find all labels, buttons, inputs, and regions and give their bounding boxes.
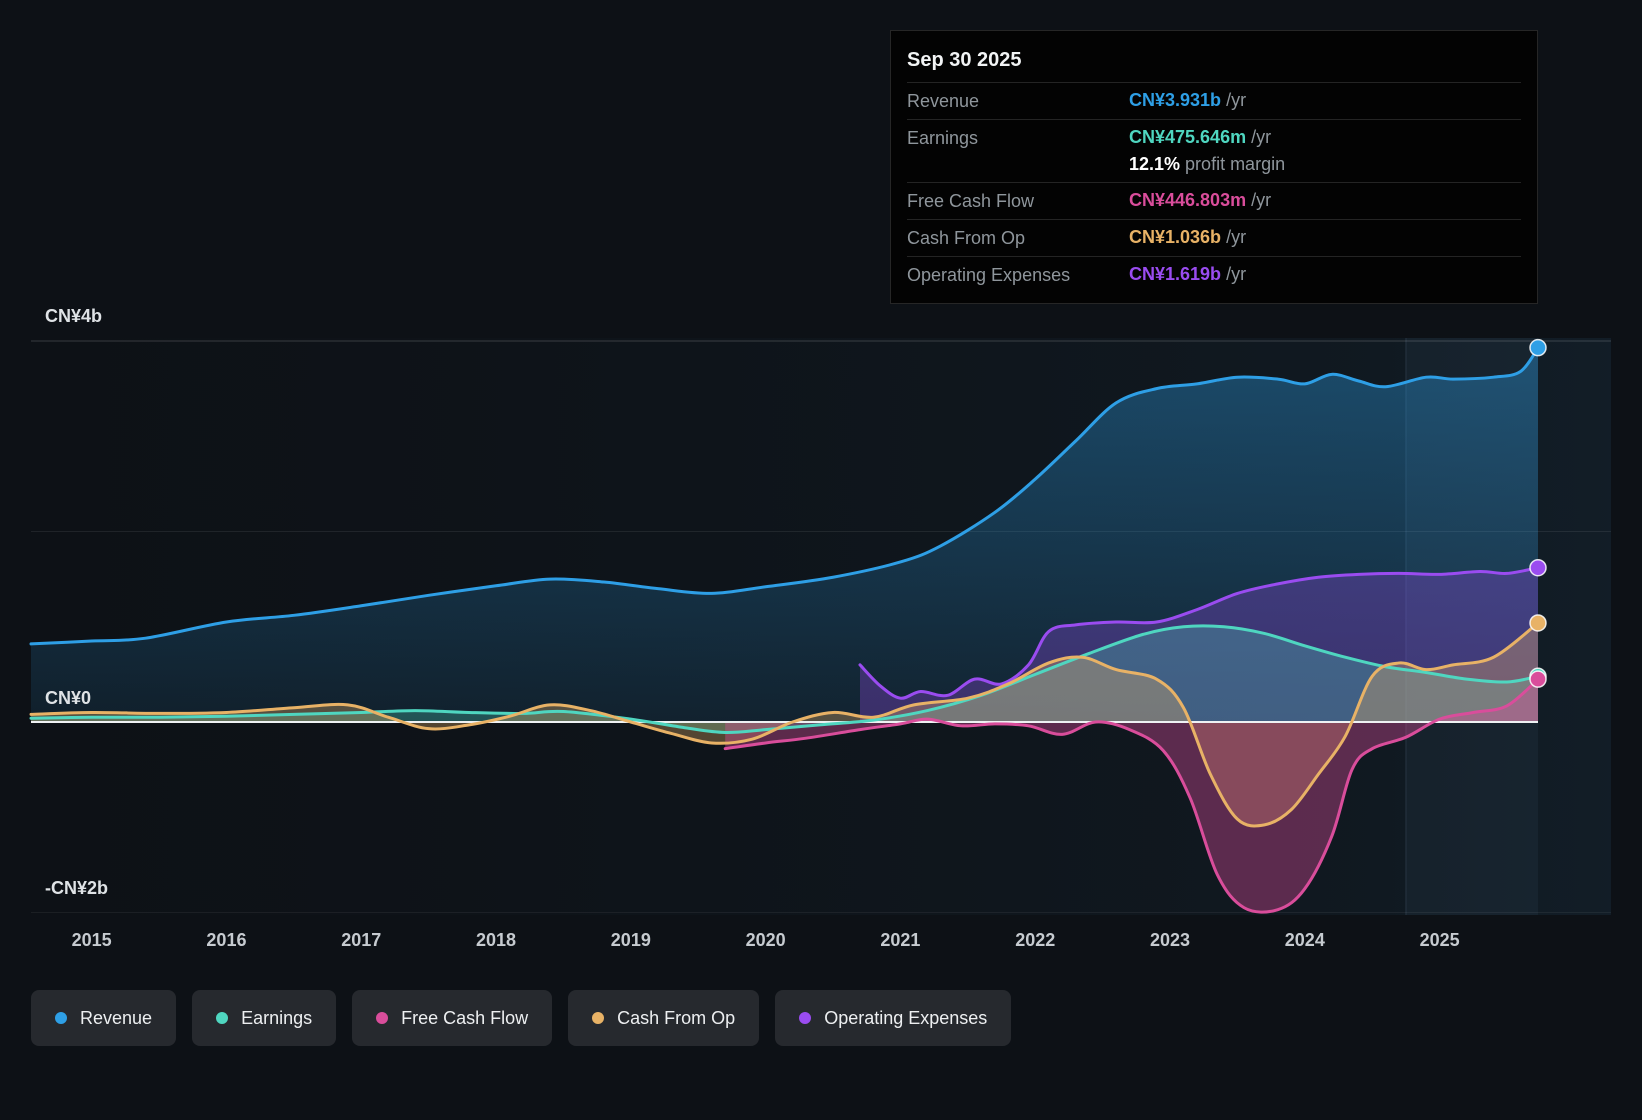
legend-label-free-cash-flow: Free Cash Flow	[401, 1007, 529, 1028]
chart-legend: Revenue Earnings Free Cash Flow Cash Fro…	[31, 990, 1012, 1046]
y-axis-label-4b: CN¥4b	[45, 306, 103, 326]
legend-item-free-cash-flow[interactable]: Free Cash Flow	[352, 990, 553, 1046]
svg-text:2017: 2017	[341, 930, 381, 950]
tooltip-profit-margin: 12.1% profit margin	[1129, 154, 1286, 174]
legend-item-earnings[interactable]: Earnings	[192, 990, 337, 1046]
legend-item-cash-from-op[interactable]: Cash From Op	[568, 990, 760, 1046]
tooltip-row-cash-from-op: Cash From Op CN¥1.036b/yr	[907, 219, 1521, 256]
cash-from-op-dot-icon	[592, 1012, 605, 1024]
legend-label-revenue: Revenue	[80, 1007, 153, 1028]
y-axis-label-neg2b: -CN¥2b	[45, 878, 109, 898]
tooltip-date: Sep 30 2025	[907, 49, 1022, 71]
tooltip-value-revenue: CN¥3.931b/yr	[1129, 90, 1247, 110]
tooltip-value-free-cash-flow: CN¥446.803m/yr	[1129, 190, 1272, 210]
legend-label-operating-expenses: Operating Expenses	[824, 1007, 988, 1028]
legend-label-cash-from-op: Cash From Op	[617, 1007, 736, 1028]
svg-text:2019: 2019	[611, 930, 651, 950]
tooltip-label-earnings: Earnings	[907, 128, 979, 148]
free-cash-flow-dot-icon	[376, 1012, 389, 1024]
tooltip-value-earnings: CN¥475.646m/yr	[1129, 127, 1272, 147]
y-axis-label-0: CN¥0	[45, 688, 92, 708]
tooltip-label-revenue: Revenue	[907, 91, 980, 111]
svg-text:2016: 2016	[206, 930, 246, 950]
tooltip-label-free-cash-flow: Free Cash Flow	[907, 191, 1035, 211]
svg-text:2024: 2024	[1285, 930, 1325, 950]
tooltip-row-earnings: Earnings CN¥475.646m/yr 12.1% profit marg…	[907, 119, 1521, 182]
tooltip-label-operating-expenses: Operating Expenses	[907, 265, 1071, 285]
tooltip-row-free-cash-flow: Free Cash Flow CN¥446.803m/yr	[907, 182, 1521, 219]
tooltip-row-operating-expenses: Operating Expenses CN¥1.619b/yr	[907, 256, 1521, 293]
tooltip-value-operating-expenses: CN¥1.619b/yr	[1129, 264, 1247, 284]
svg-text:2025: 2025	[1420, 930, 1460, 950]
tooltip-row-revenue: Revenue CN¥3.931b/yr	[907, 82, 1521, 119]
svg-text:2021: 2021	[880, 930, 920, 950]
earnings-dot-icon	[216, 1012, 229, 1024]
operating-expenses-dot-icon	[799, 1012, 812, 1024]
legend-label-earnings: Earnings	[241, 1007, 313, 1028]
svg-text:2022: 2022	[1015, 930, 1055, 950]
svg-text:2015: 2015	[72, 930, 112, 950]
legend-item-revenue[interactable]: Revenue	[31, 990, 177, 1046]
legend-item-operating-expenses[interactable]: Operating Expenses	[775, 990, 1012, 1046]
tooltip-label-cash-from-op: Cash From Op	[907, 228, 1026, 248]
svg-text:2023: 2023	[1150, 930, 1190, 950]
svg-text:2020: 2020	[746, 930, 786, 950]
chart-tooltip: Sep 30 2025 Revenue CN¥3.931b/yr Earning…	[890, 30, 1538, 304]
svg-text:2018: 2018	[476, 930, 516, 950]
tooltip-value-cash-from-op: CN¥1.036b/yr	[1129, 227, 1247, 247]
revenue-dot-icon	[55, 1012, 67, 1024]
